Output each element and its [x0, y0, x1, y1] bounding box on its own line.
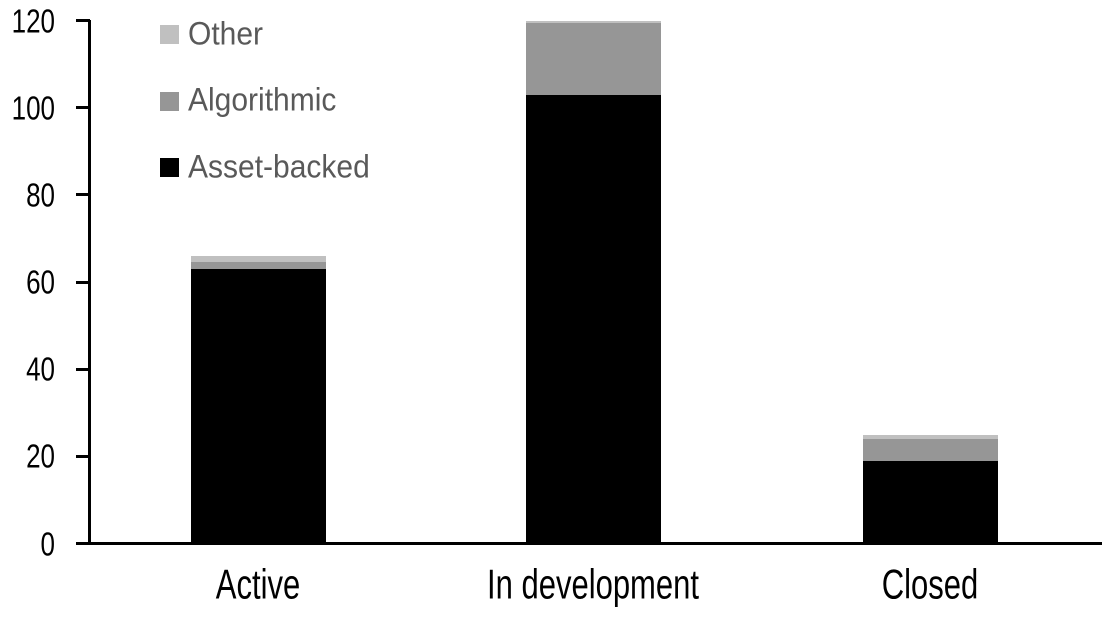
bar-in-development-segment-asset-backed: [525, 94, 661, 544]
y-tick-mark: [76, 193, 90, 197]
bar-active-segment-asset-backed: [190, 268, 326, 544]
y-tick-label: 100: [11, 88, 55, 128]
x-axis: [77, 542, 1102, 545]
bar-in-development-segment-algorithmic: [525, 22, 661, 95]
y-tick-label: 120: [11, 1, 55, 41]
y-tick-mark: [76, 367, 90, 371]
y-tick-mark: [76, 542, 90, 545]
legend-label: Algorithmic: [188, 82, 337, 119]
legend-swatch-icon: [160, 158, 179, 177]
legend-swatch-icon: [160, 91, 179, 111]
y-tick-label: 40: [26, 349, 55, 389]
bar-closed-segment-algorithmic: [862, 438, 998, 461]
y-tick-label: 60: [26, 262, 55, 302]
x-category-label: Closed: [881, 560, 979, 608]
bar-in-development-segment-other: [525, 20, 661, 23]
bar-active-segment-algorithmic: [190, 262, 326, 269]
y-tick-label: 80: [26, 175, 55, 215]
y-tick-mark: [76, 454, 90, 458]
x-category-label: Active: [215, 560, 301, 608]
bar-closed-segment-other: [862, 434, 998, 439]
y-tick-label: 20: [26, 436, 55, 476]
x-category-label: In development: [487, 560, 699, 608]
bar-active-segment-other: [190, 255, 326, 263]
y-tick-label: 0: [40, 524, 55, 563]
bar-closed-segment-asset-backed: [862, 460, 998, 544]
y-tick-mark: [76, 280, 90, 284]
y-tick-mark: [76, 106, 90, 110]
y-tick-mark: [76, 19, 90, 22]
legend-swatch-icon: [160, 25, 179, 44]
legend-label: Other: [188, 16, 264, 52]
legend-label: Asset-backed: [188, 149, 370, 185]
